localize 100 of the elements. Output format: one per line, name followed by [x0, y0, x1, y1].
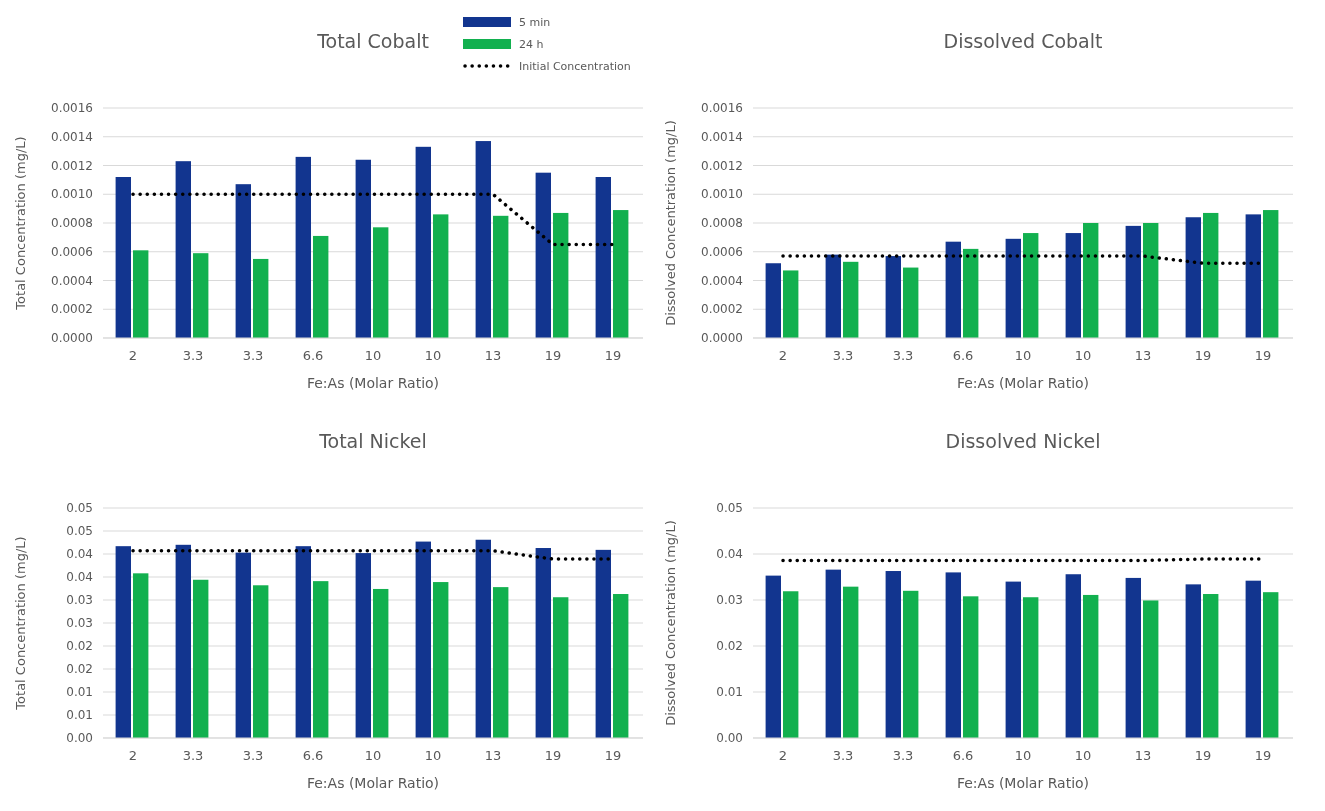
bar: [613, 594, 629, 738]
x-tick-label: 19: [1254, 348, 1272, 363]
y-tick-label: 0.01: [66, 708, 93, 723]
x-tick-label: 13: [484, 748, 502, 763]
x-tick-label: 6.6: [952, 748, 974, 763]
bar: [825, 569, 841, 738]
y-tick-label: 0.0016: [51, 101, 93, 116]
bar: [535, 172, 551, 338]
bar: [433, 214, 449, 338]
y-tick-label: 0.05: [716, 501, 743, 516]
bar: [1005, 581, 1021, 738]
bar: [1125, 577, 1141, 738]
bar: [885, 571, 901, 738]
bar: [1065, 233, 1081, 338]
x-axis-title: Fe:As (Molar Ratio): [306, 375, 440, 391]
bar: [133, 573, 149, 738]
y-tick-label: 0.00: [716, 731, 743, 746]
y-tick-label: 0.0012: [701, 158, 743, 173]
y-tick-label: 0.0010: [51, 187, 93, 202]
y-tick-label: 0.0002: [51, 302, 93, 317]
y-tick-label: 0.04: [66, 547, 93, 562]
y-tick-label: 0.0014: [701, 129, 743, 144]
y-tick-label: 0.0006: [701, 244, 743, 259]
bar: [885, 256, 901, 338]
bar: [355, 159, 371, 338]
bar: [433, 582, 449, 738]
x-tick-label: 10: [1014, 348, 1032, 363]
x-tick-label: 10: [1074, 748, 1092, 763]
bar: [295, 546, 311, 738]
bar: [613, 210, 629, 338]
bar: [1263, 592, 1279, 738]
x-tick-label: 19: [604, 748, 622, 763]
x-tick-label: 2: [778, 348, 788, 363]
x-tick-label: 3.3: [182, 348, 204, 363]
y-tick-label: 0.02: [66, 662, 93, 677]
y-tick-label: 0.01: [66, 685, 93, 700]
bar: [253, 258, 269, 338]
x-tick-label: 10: [364, 348, 382, 363]
x-tick-label: 3.3: [242, 748, 264, 763]
x-tick-label: 3.3: [242, 348, 264, 363]
y-tick-label: 0.0004: [51, 273, 93, 288]
bar: [843, 586, 859, 738]
bar: [1263, 210, 1279, 338]
y-tick-label: 0.04: [66, 570, 93, 585]
legend-label: 5 min: [519, 16, 551, 29]
y-axis-title: Dissolved Concentration (mg/L): [663, 120, 678, 326]
bar: [313, 581, 329, 738]
y-tick-label: 0.0002: [701, 302, 743, 317]
bar: [193, 253, 209, 338]
x-tick-label: 13: [1134, 748, 1152, 763]
chart-title: Total Cobalt: [316, 30, 429, 52]
chart-title: Dissolved Cobalt: [943, 30, 1103, 52]
bar: [1023, 233, 1039, 338]
y-axis-title: Total Concentration (mg/L): [13, 136, 28, 311]
bar: [415, 541, 431, 738]
x-tick-label: 10: [424, 748, 442, 763]
bar: [175, 544, 191, 738]
y-tick-label: 0.0012: [51, 158, 93, 173]
x-tick-label: 2: [128, 348, 138, 363]
bar: [1125, 225, 1141, 338]
y-tick-label: 0.0014: [51, 129, 93, 144]
bar: [963, 596, 979, 738]
bar: [1245, 580, 1261, 738]
bar: [945, 241, 961, 338]
x-tick-label: 19: [1194, 348, 1212, 363]
x-tick-label: 3.3: [892, 348, 914, 363]
x-axis-title: Fe:As (Molar Ratio): [956, 775, 1090, 791]
bar: [493, 587, 509, 738]
bar: [115, 546, 131, 738]
x-tick-label: 19: [544, 748, 562, 763]
x-tick-label: 10: [1074, 348, 1092, 363]
x-tick-label: 3.3: [182, 748, 204, 763]
x-tick-label: 19: [544, 348, 562, 363]
x-tick-label: 10: [1014, 748, 1032, 763]
bar: [535, 548, 551, 738]
y-tick-label: 0.03: [716, 593, 743, 608]
y-axis-title: Total Concentration (mg/L): [13, 536, 28, 711]
x-tick-label: 6.6: [302, 748, 324, 763]
y-tick-label: 0.05: [66, 501, 93, 516]
y-tick-label: 0.0000: [701, 331, 743, 346]
y-tick-label: 0.0004: [701, 273, 743, 288]
bar: [765, 263, 781, 338]
y-tick-label: 0.02: [66, 639, 93, 654]
bar: [945, 572, 961, 738]
bar: [1143, 223, 1159, 338]
x-tick-label: 6.6: [302, 348, 324, 363]
x-tick-label: 13: [1134, 348, 1152, 363]
y-tick-label: 0.01: [716, 685, 743, 700]
y-tick-label: 0.03: [66, 593, 93, 608]
bar: [373, 588, 389, 738]
bar: [313, 235, 329, 338]
x-tick-label: 2: [778, 748, 788, 763]
bar: [355, 553, 371, 738]
bar: [1023, 597, 1039, 738]
x-tick-label: 19: [604, 348, 622, 363]
bar: [553, 212, 569, 338]
y-tick-label: 0.05: [66, 524, 93, 539]
bar: [963, 248, 979, 338]
bar: [1185, 584, 1201, 738]
bar: [1083, 594, 1099, 738]
